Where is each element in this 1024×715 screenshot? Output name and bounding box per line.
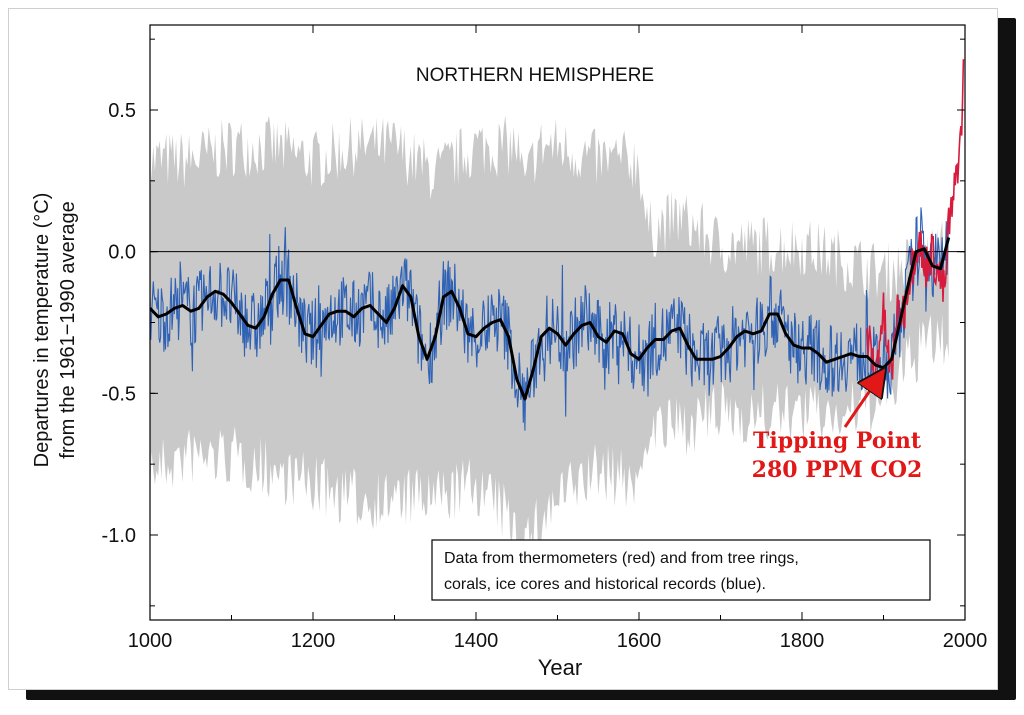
y-axis-label-line1: Departures in temperature (°C)	[31, 193, 53, 468]
y-tick-label: 0.0	[108, 242, 136, 264]
smoothed-series-line	[150, 237, 951, 401]
series-layer	[150, 59, 965, 401]
x-tick-label: 2000	[943, 630, 988, 652]
y-tick-label: -0.5	[102, 383, 136, 405]
legend-text-line1: Data from thermometers (red) and from tr…	[444, 550, 799, 567]
x-tick-label: 1400	[454, 630, 499, 652]
annotation-line1: Tipping Point	[753, 428, 922, 454]
chart-title: NORTHERN HEMISPHERE	[416, 65, 654, 86]
y-tick-label: 0.5	[108, 100, 136, 122]
y-axis-label-line2: from the 1961−1990 average	[57, 201, 79, 458]
x-tick-label: 1800	[780, 630, 825, 652]
legend-box	[431, 539, 931, 601]
annotation-line2: 280 PPM CO2	[752, 457, 923, 483]
x-tick-label: 1000	[128, 630, 173, 652]
x-tick-label: 1200	[291, 630, 336, 652]
legend-text-line2: corals, ice cores and historical records…	[444, 576, 766, 593]
x-tick-label: 1600	[617, 630, 662, 652]
x-axis-label: Year	[538, 655, 582, 680]
tick-layer: 1000 1200 1400 1600 1800 2000 0.5 0.0 -0.5 -1.0	[102, 25, 988, 652]
y-tick-label: -1.0	[102, 525, 136, 547]
annotation-arrow	[843, 377, 880, 428]
